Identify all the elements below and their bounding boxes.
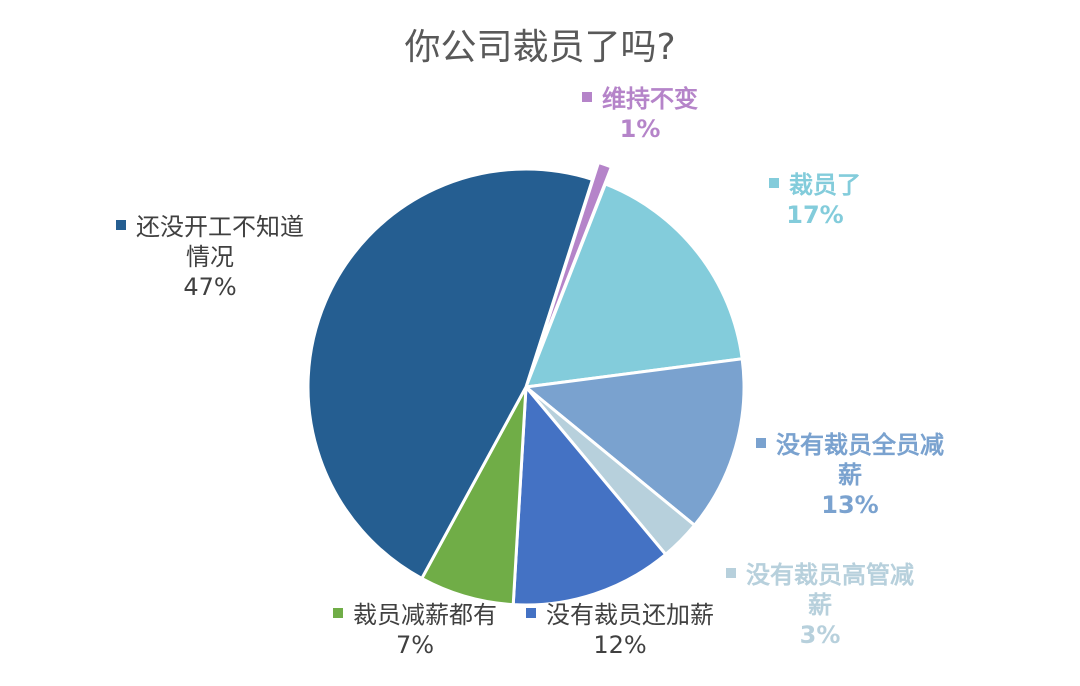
legend-swatch xyxy=(582,92,592,102)
slice-all-paycut xyxy=(522,357,746,528)
legend-swatch xyxy=(116,220,126,230)
slice-label: 裁员减薪都有 xyxy=(353,601,497,629)
slice-percent: 12% xyxy=(593,631,647,659)
slice-percent: 1% xyxy=(619,115,661,143)
legend-swatch xyxy=(769,178,779,188)
legend-swatch xyxy=(333,608,343,618)
slice-label: 还没开工不知道 xyxy=(136,213,304,241)
slice-raise xyxy=(511,383,668,607)
slice-percent: 47% xyxy=(183,273,237,301)
slice-percent: 3% xyxy=(799,621,841,649)
legend-swatch xyxy=(756,438,766,448)
legend-swatch xyxy=(526,608,536,618)
slice-laid-off xyxy=(523,182,744,389)
slice-label-line2: 薪 xyxy=(838,461,862,489)
label-exec-paycut: 没有裁员高管减 薪 3% xyxy=(705,560,935,650)
slice-unknown xyxy=(306,167,595,581)
slice-percent: 7% xyxy=(395,631,435,659)
label-raise: 没有裁员还加薪 12% xyxy=(505,600,735,660)
label-both: 裁员减薪都有 7% xyxy=(315,600,515,660)
chart-title: 你公司裁员了吗? xyxy=(404,27,676,68)
slice-label: 没有裁员高管减 xyxy=(746,561,914,589)
slice-label-line2: 情况 xyxy=(186,243,234,271)
slice-label: 裁员了 xyxy=(789,171,861,199)
slice-percent: 17% xyxy=(786,201,844,229)
slice-label: 没有裁员全员减 xyxy=(776,431,944,459)
label-unknown: 还没开工不知道 情况 47% xyxy=(100,212,320,302)
slice-label-line2: 薪 xyxy=(808,591,832,619)
legend-swatch xyxy=(726,568,736,578)
label-laid-off: 裁员了 17% xyxy=(740,170,890,230)
label-all-paycut: 没有裁员全员减 薪 13% xyxy=(740,430,960,520)
label-maintain: 维持不变 1% xyxy=(560,84,720,144)
slice-label: 没有裁员还加薪 xyxy=(546,601,714,629)
slice-percent: 13% xyxy=(821,491,879,519)
slice-label: 维持不变 xyxy=(602,85,698,113)
